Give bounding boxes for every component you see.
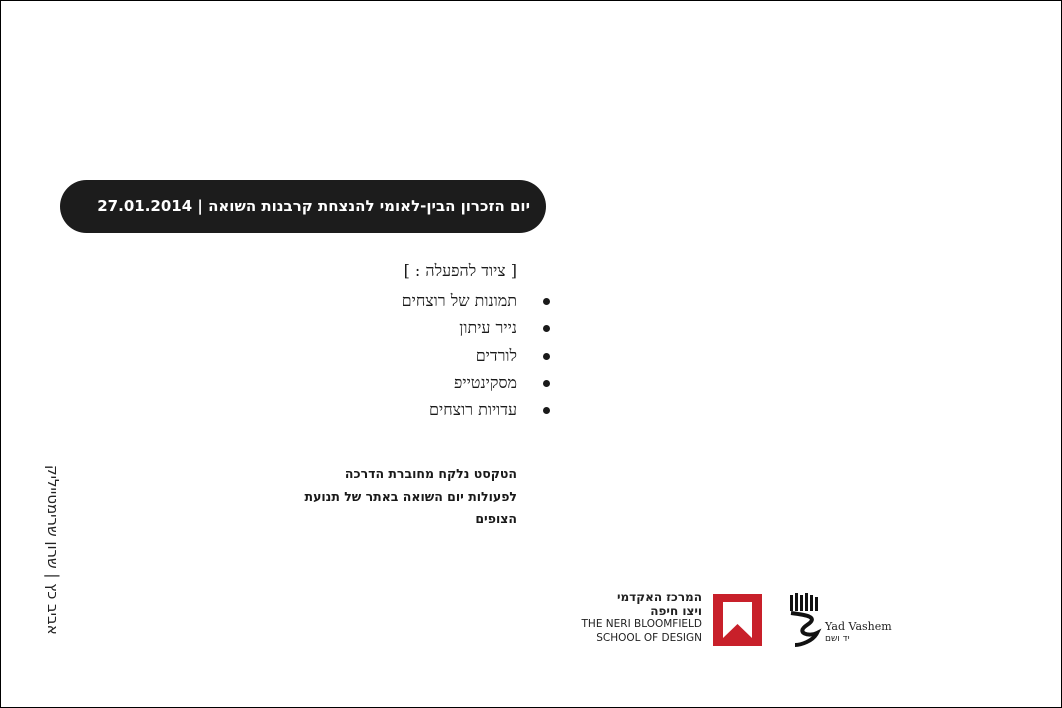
bullet-icon bbox=[543, 379, 550, 387]
note-line: לפעולות יום השואה באתר של תנועת bbox=[304, 488, 517, 504]
note-line: הטקסט נלקח מחוברת הדרכה bbox=[344, 466, 517, 481]
list-item: לורדים bbox=[402, 342, 550, 369]
list-item: תמונות של רוצחים bbox=[402, 287, 550, 314]
yad-vashem-logo-icon bbox=[790, 593, 822, 647]
title-banner: יום הזכרון הבין-לאומי להנצחת קרבנות השוא… bbox=[60, 180, 546, 233]
neri-en-2: SCHOOL OF DESIGN bbox=[596, 631, 702, 644]
credits-vertical: אביב כץ | שרון שרימטייליק bbox=[44, 465, 62, 635]
neri-en-1: THE NERI BLOOMFIELD bbox=[581, 618, 702, 630]
yad-vashem-en: Yad Vashem bbox=[825, 620, 892, 633]
list-item: מסקינטייפ bbox=[402, 369, 550, 396]
neri-he-2: ויצו חיפה bbox=[650, 603, 702, 618]
source-note: הטקסט נלקח מחוברת הדרכה לפעולות יום השוא… bbox=[305, 463, 517, 531]
equipment-list: [ ציוד להפעלה : ] תמונות של רוצחים נייר … bbox=[402, 260, 550, 423]
equipment-heading: [ ציוד להפעלה : ] bbox=[403, 261, 517, 280]
neri-bloomfield-text: המרכז האקדמי ויצו חיפה THE NERI BLOOMFIE… bbox=[581, 590, 702, 645]
page-title: יום הזכרון הבין-לאומי להנצחת קרבנות השוא… bbox=[97, 197, 530, 215]
bullet-icon bbox=[543, 352, 550, 360]
note-line: הצופים bbox=[475, 511, 517, 526]
neri-he-1: המרכז האקדמי bbox=[616, 590, 702, 604]
bullet-icon bbox=[543, 407, 550, 415]
bullet-icon bbox=[543, 325, 550, 333]
bullet-icon bbox=[543, 298, 550, 305]
yad-vashem-he: יד ושם bbox=[825, 634, 850, 644]
list-item: נייר עיתון bbox=[402, 314, 550, 341]
list-item: עדויות רוצחים bbox=[402, 396, 550, 423]
yad-vashem-text: Yad Vashem יד ושם bbox=[825, 620, 892, 646]
neri-bloomfield-logo-icon bbox=[713, 594, 762, 646]
